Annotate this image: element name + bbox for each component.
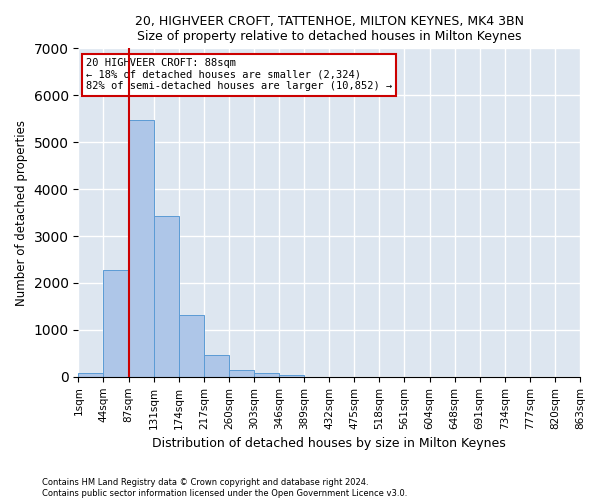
Text: Contains HM Land Registry data © Crown copyright and database right 2024.
Contai: Contains HM Land Registry data © Crown c… bbox=[42, 478, 407, 498]
Y-axis label: Number of detached properties: Number of detached properties bbox=[15, 120, 28, 306]
Bar bbox=[154, 216, 179, 377]
Bar bbox=[179, 316, 204, 377]
Text: 20 HIGHVEER CROFT: 88sqm
← 18% of detached houses are smaller (2,324)
82% of sem: 20 HIGHVEER CROFT: 88sqm ← 18% of detach… bbox=[86, 58, 392, 92]
Title: 20, HIGHVEER CROFT, TATTENHOE, MILTON KEYNES, MK4 3BN
Size of property relative : 20, HIGHVEER CROFT, TATTENHOE, MILTON KE… bbox=[135, 15, 524, 43]
Bar bbox=[103, 270, 128, 377]
X-axis label: Distribution of detached houses by size in Milton Keynes: Distribution of detached houses by size … bbox=[152, 437, 506, 450]
Bar bbox=[229, 370, 254, 377]
Bar bbox=[128, 120, 154, 377]
Bar bbox=[79, 374, 103, 377]
Bar bbox=[204, 355, 229, 377]
Bar bbox=[279, 375, 304, 377]
Bar bbox=[254, 373, 279, 377]
